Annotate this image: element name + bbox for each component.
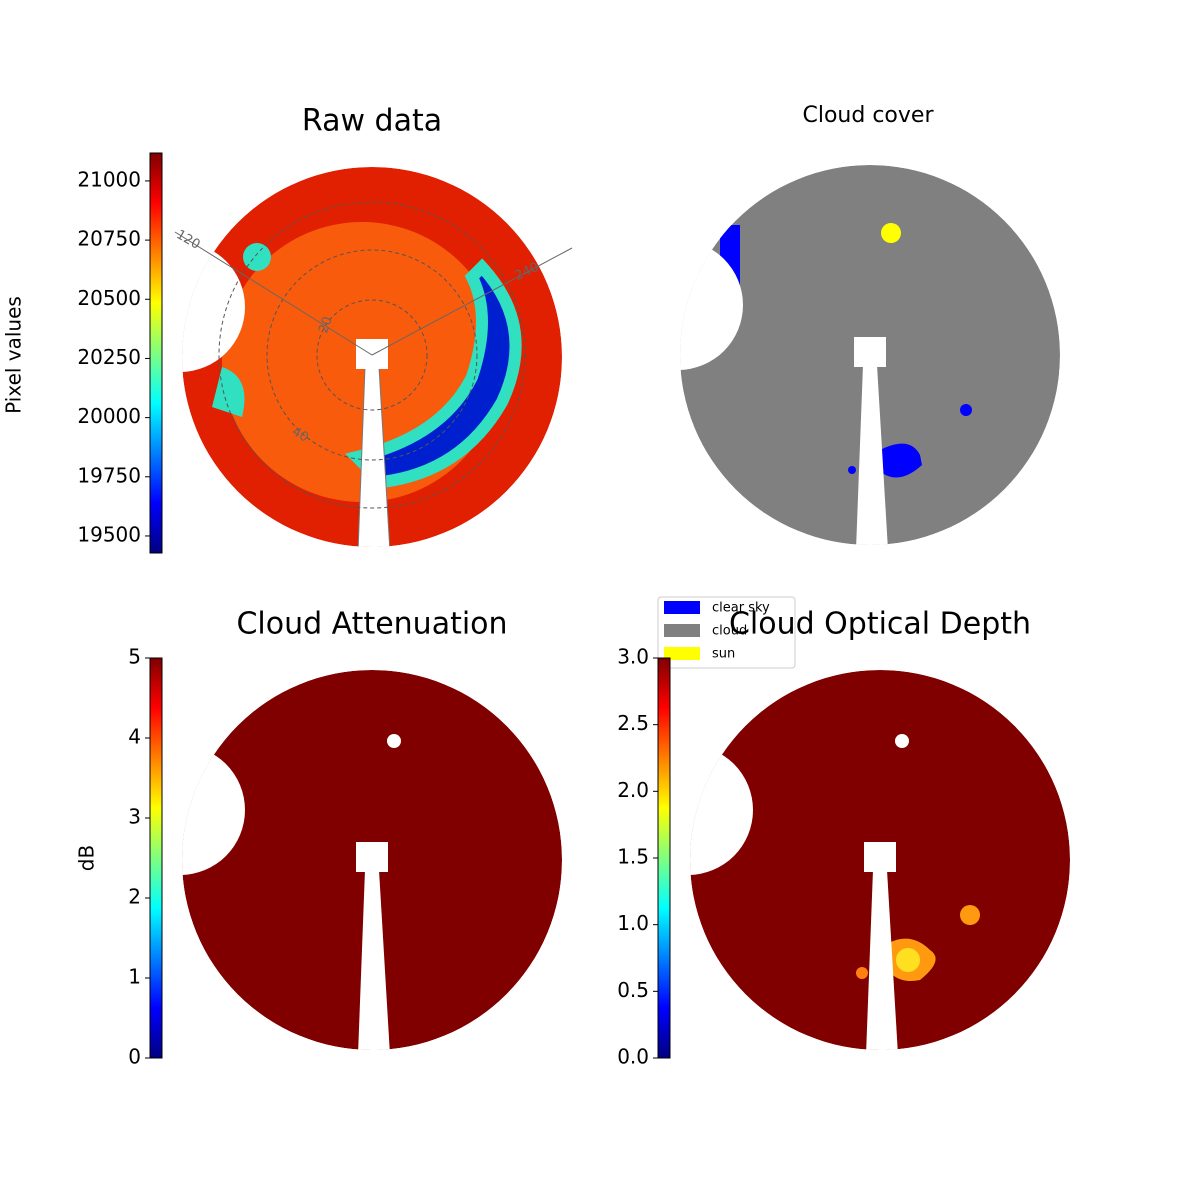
thin-cloud	[960, 905, 980, 925]
mast	[358, 870, 390, 1050]
tick-label: 0.0	[617, 1045, 649, 1069]
tick-label: 2.0	[617, 778, 649, 802]
colorbar-label: dB	[75, 845, 99, 871]
polar-axis	[174, 231, 373, 356]
polar-grid	[316, 299, 428, 411]
clear-region	[848, 466, 856, 474]
panel-title: Cloud cover	[803, 103, 935, 128]
clear-region	[212, 367, 245, 417]
tick-label: 21000	[77, 167, 141, 191]
legend-swatch	[664, 647, 700, 660]
mast	[856, 365, 888, 545]
panel: Cloud Attenuation 0 1 2 3 4 5 dB	[75, 607, 562, 1069]
tick-label: 0.5	[617, 978, 649, 1002]
clear-region	[880, 443, 922, 478]
legend-swatch	[664, 624, 700, 637]
colorbar	[657, 657, 671, 1059]
tick-label: 3.0	[617, 645, 649, 669]
sky-image	[680, 165, 1060, 545]
panel-title: Cloud Optical Depth	[729, 607, 1031, 642]
legend: clear sky cloud sun	[657, 596, 796, 669]
mast	[866, 870, 898, 1050]
legend-label: clear sky	[712, 601, 770, 616]
polar-axis	[371, 247, 573, 356]
tick-label: 4	[128, 725, 141, 749]
mast-head	[356, 339, 388, 369]
polar-grid	[266, 249, 478, 461]
sky-image	[690, 670, 1070, 1050]
colorbar	[149, 657, 163, 1059]
clear-region	[243, 243, 271, 271]
colorbar	[149, 152, 163, 554]
panel-title: Raw data	[302, 104, 442, 139]
tick-label: 19500	[77, 522, 141, 546]
tick-label: 1.0	[617, 911, 649, 935]
tick-label: 20750	[77, 227, 141, 251]
thin-cloud-core	[896, 948, 920, 972]
legend-label: sun	[712, 647, 735, 662]
panel: Cloud Optical Depth 0.0 0.5 1.0 1.5 2.0 2.5 3.0	[617, 607, 1070, 1069]
tick-label: 20000	[77, 404, 141, 428]
legend-label: cloud	[712, 624, 747, 639]
tick-label: 2	[128, 885, 141, 909]
sun-mask	[895, 734, 909, 748]
tick-label: 5	[128, 645, 141, 669]
obstruction	[690, 745, 753, 875]
tick-label: 1	[128, 965, 141, 989]
panel: Cloud cover	[680, 103, 1060, 545]
tick-label: 19750	[77, 463, 141, 487]
mast-head	[864, 842, 896, 872]
mast-head	[854, 337, 886, 367]
tick-label: 1.5	[617, 845, 649, 869]
tick-label: 20500	[77, 286, 141, 310]
colorbar-label: Pixel values	[2, 296, 26, 414]
tick-label: 20250	[77, 345, 141, 369]
obstruction	[182, 745, 245, 875]
sky-image	[182, 167, 562, 547]
tick-label: 2.5	[617, 711, 649, 735]
thin-cloud	[856, 967, 868, 979]
panel-title: Cloud Attenuation	[236, 607, 507, 642]
mast-head	[356, 842, 388, 872]
polar-label: 40	[289, 424, 311, 445]
sun-mask	[387, 734, 401, 748]
obstruction	[182, 242, 245, 372]
polar-label: 20	[316, 315, 336, 336]
tick-label: 0	[128, 1045, 141, 1069]
tick-label: 3	[128, 805, 141, 829]
polar-label: 120	[173, 227, 202, 252]
legend-swatch	[664, 601, 700, 614]
obstruction	[680, 240, 743, 370]
sun	[881, 223, 901, 243]
sky-image	[182, 670, 562, 1050]
clear-region	[960, 404, 972, 416]
polar-grid	[218, 201, 526, 509]
